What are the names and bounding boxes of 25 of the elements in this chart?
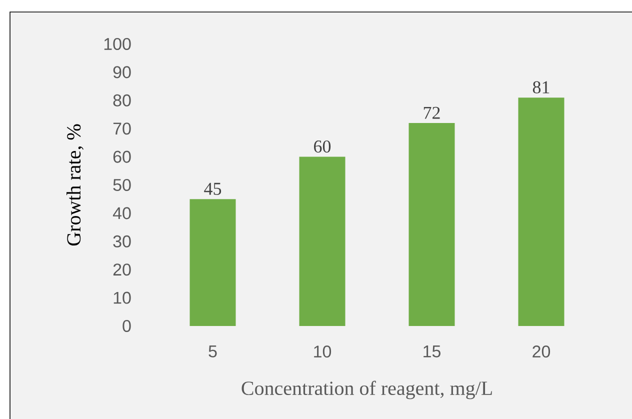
x-axis-title: Concentration of reagent, mg/L: [242, 380, 492, 400]
y-tick-label: 90: [113, 66, 131, 78]
y-tick-label: 0: [122, 320, 131, 332]
y-tick-label: 30: [113, 235, 131, 248]
x-tick-label: 5: [208, 346, 217, 358]
bar: [299, 156, 346, 326]
x-tick-label: 15: [424, 346, 440, 358]
y-tick-label: 40: [112, 207, 131, 220]
y-tick-label: 10: [114, 292, 131, 304]
bar: [408, 122, 455, 326]
y-tick-label: 80: [113, 94, 131, 106]
y-tick-label: 100: [104, 38, 131, 50]
data-label: 60: [314, 140, 331, 153]
data-label: 81: [532, 81, 550, 94]
bar: [518, 98, 564, 326]
y-tick-label: 20: [113, 264, 131, 276]
bar: [190, 199, 236, 326]
y-tick-label: 70: [113, 122, 131, 135]
x-tick-label: 10: [314, 346, 332, 358]
y-tick-label: 60: [113, 150, 131, 163]
y-tick-label: 50: [113, 178, 131, 192]
data-label: 72: [424, 106, 440, 119]
data-label: 45: [204, 182, 222, 195]
x-tick-label: 20: [532, 346, 550, 358]
y-axis-title: Growth rate, %: [66, 124, 84, 246]
